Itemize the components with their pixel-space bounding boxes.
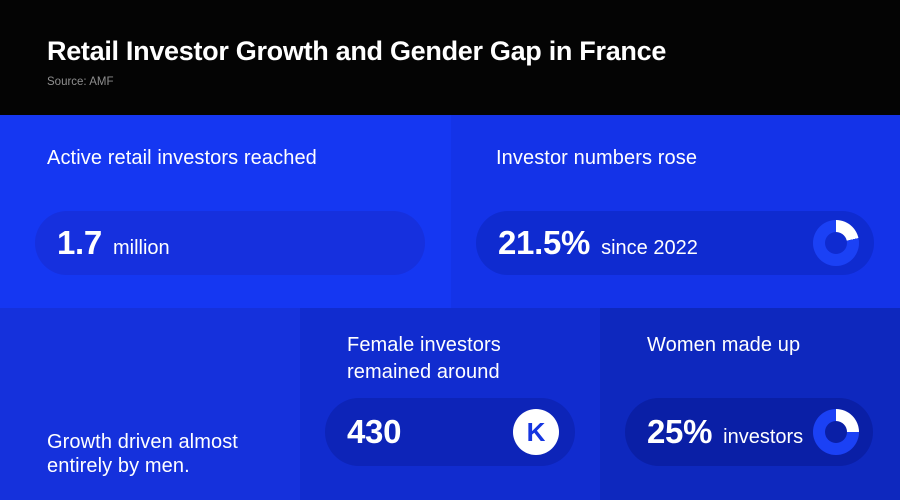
card-growth-driver: Growth driven almost entirely by men. [0, 308, 300, 500]
card-active-investors: Active retail investors reached 1.7 mill… [0, 115, 451, 308]
stat-pill-active-investors: 1.7 million [35, 211, 425, 275]
stat-pill-women-share: 25% investors [625, 398, 873, 466]
card-investor-growth: Investor numbers rose 21.5% since 2022 [451, 115, 900, 308]
stats-row-top: Active retail investors reached 1.7 mill… [0, 115, 900, 308]
stat-value: 430 [347, 413, 402, 450]
stat-unit: million [112, 237, 170, 259]
stats-row-bottom: Growth driven almost entirely by men. Fe… [0, 308, 900, 500]
stat-text: 21.5% since 2022 [476, 224, 698, 262]
card-label: Growth driven almost entirely by men. [47, 431, 238, 477]
stat-value: 21.5% [498, 224, 591, 261]
donut-chart-icon [813, 220, 859, 266]
stat-unit: investors [723, 426, 804, 448]
card-label: Female investors remained around [347, 334, 501, 383]
stat-value: 1.7 [57, 224, 102, 261]
card-women-share: Women made up 25% investors [600, 308, 900, 500]
stat-pill-investor-growth: 21.5% since 2022 [476, 211, 874, 275]
stat-text: 25% investors [625, 413, 803, 451]
stat-unit: since 2022 [601, 237, 698, 259]
source-attribution: Source: AMF [47, 76, 114, 88]
donut-hole [825, 232, 847, 254]
stat-text: 1.7 million [35, 224, 170, 262]
donut-chart-icon [813, 409, 859, 455]
card-label: Active retail investors reached [47, 147, 317, 169]
card-label: Women made up [647, 334, 801, 356]
card-female-investors: Female investors remained around 430 K [300, 308, 600, 500]
page-title: Retail Investor Growth and Gender Gap in… [47, 36, 667, 66]
header: Retail Investor Growth and Gender Gap in… [0, 0, 900, 115]
stat-pill-female-investors: 430 K [325, 398, 575, 466]
donut-hole [825, 421, 847, 443]
thousands-badge-icon: K [513, 409, 559, 455]
stat-value: 25% [647, 413, 713, 450]
stat-text: 430 [325, 413, 401, 451]
card-label: Investor numbers rose [496, 147, 698, 169]
